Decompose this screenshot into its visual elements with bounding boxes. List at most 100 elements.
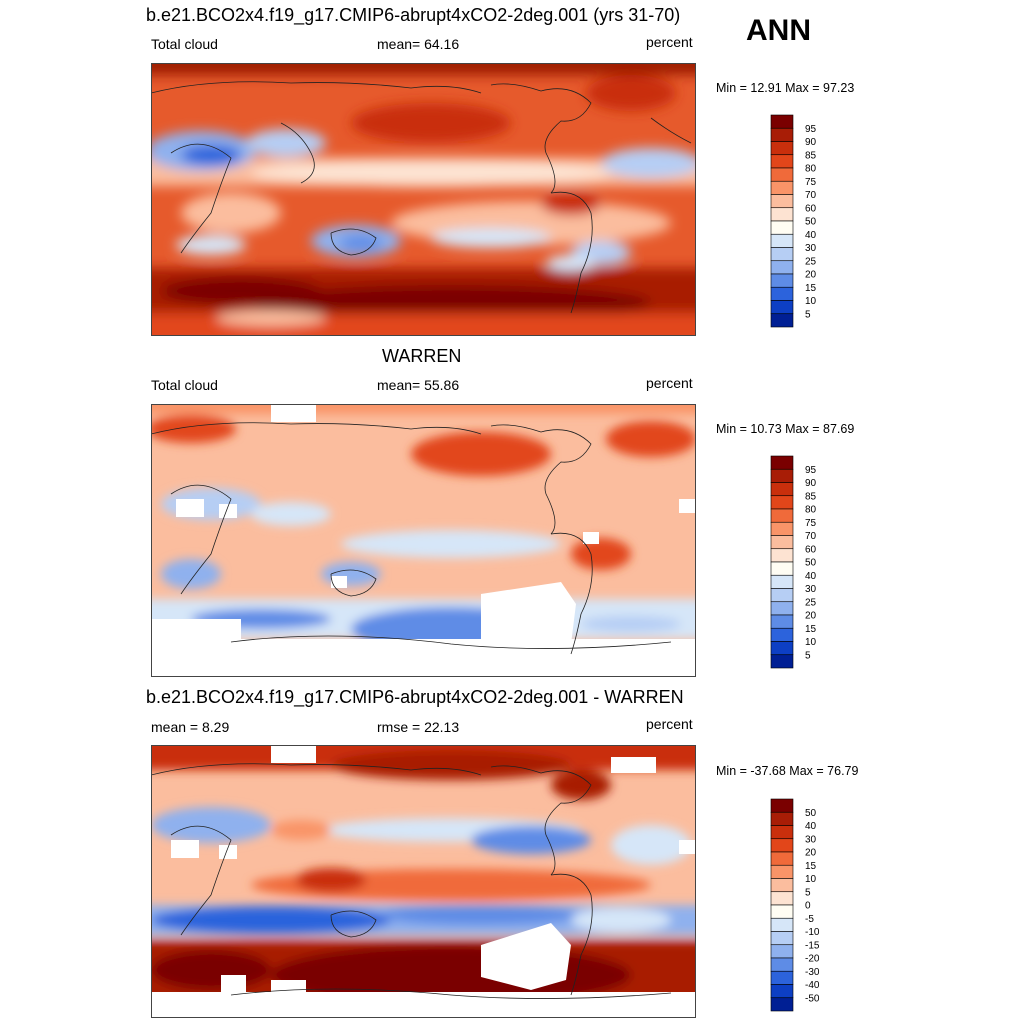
colorbar-swatch (770, 588, 794, 603)
panel-3-units-label: percent (646, 716, 693, 732)
colorbar-swatch (770, 521, 794, 536)
panel-1-units-label: percent (646, 34, 693, 50)
colorbar-swatch (770, 904, 794, 919)
colorbar-tick-label: 40 (805, 230, 817, 241)
colorbar-tick-label: 20 (805, 848, 817, 859)
colorbar-tick-label: 90 (805, 137, 817, 148)
colorbar-swatch (770, 455, 794, 470)
colorbar-tick-label: 15 (805, 861, 817, 872)
colorbar-tick-label: 25 (805, 597, 817, 608)
panel-1-map (151, 63, 696, 336)
colorbar-swatch (770, 614, 794, 629)
colorbar-tick-label: 70 (805, 190, 817, 201)
colorbar-swatch (770, 508, 794, 523)
colorbar-tick-label: 5 (805, 650, 811, 661)
panel-3-title: b.e21.BCO2x4.f19_g17.CMIP6-abrupt4xCO2-2… (146, 687, 684, 707)
colorbar-swatch (770, 548, 794, 563)
colorbar-tick-label: 30 (805, 834, 817, 845)
colorbar-tick-label: 25 (805, 256, 817, 267)
panel-2-units-label: percent (646, 375, 693, 391)
colorbar-swatch (770, 891, 794, 906)
season-label: ANN (746, 14, 811, 47)
colorbar-swatch (770, 957, 794, 972)
colorbar-tick-label: 5 (805, 887, 811, 898)
colorbar-swatch (770, 220, 794, 235)
colorbar-swatch (770, 180, 794, 195)
colorbar-swatch (770, 194, 794, 209)
colorbar-swatch (770, 997, 794, 1012)
colorbar-swatch (770, 300, 794, 315)
colorbar-tick-label: 20 (805, 611, 817, 622)
colorbar-tick-label: 50 (805, 808, 817, 819)
panel-2-map (151, 404, 696, 677)
colorbar-swatch (770, 970, 794, 985)
colorbar-tick-label: -10 (805, 927, 820, 938)
colorbar-swatch (770, 141, 794, 156)
colorbar-tick-label: 10 (805, 874, 817, 885)
panel-1-colorbar: 95 90 85 80 75 70 60 50 40 30 25 20 15 10 5 (770, 114, 817, 328)
colorbar-swatch (770, 495, 794, 510)
panel-2-colorbar: 95 90 85 80 75 70 60 50 40 30 25 20 15 10 5 (770, 455, 817, 669)
colorbar-tick-label: 5 (805, 309, 811, 320)
colorbar-swatch (770, 798, 794, 813)
colorbar-swatch (770, 627, 794, 642)
colorbar-swatch (770, 260, 794, 275)
colorbar-tick-label: -40 (805, 980, 820, 991)
colorbar-tick-label: 10 (805, 296, 817, 307)
panel-3-rmse-label: rmse = 22.13 (377, 719, 460, 735)
colorbar-swatch (770, 207, 794, 222)
colorbar-tick-label: 0 (805, 901, 811, 912)
colorbar-tick-label: 75 (805, 177, 817, 188)
colorbar-tick-label: 10 (805, 637, 817, 648)
colorbar-tick-label: -15 (805, 940, 820, 951)
colorbar-swatch (770, 654, 794, 669)
colorbar-tick-label: 15 (805, 283, 817, 294)
colorbar-swatch (770, 825, 794, 840)
colorbar-swatch (770, 167, 794, 182)
panel-1-variable-label: Total cloud (151, 36, 218, 52)
colorbar-swatch (770, 273, 794, 288)
panel-3-map (151, 745, 696, 1018)
panel-3-minmax: Min = -37.68 Max = 76.79 (716, 764, 859, 778)
colorbar-tick-label: 40 (805, 571, 817, 582)
colorbar-tick-label: 95 (805, 465, 817, 476)
colorbar-tick-label: 80 (805, 505, 817, 516)
colorbar-swatch (770, 917, 794, 932)
panel-1-mean-label: mean= 64.16 (377, 36, 460, 52)
colorbar-swatch (770, 233, 794, 248)
colorbar-swatch (770, 286, 794, 301)
colorbar-tick-label: 85 (805, 150, 817, 161)
colorbar-swatch (770, 561, 794, 576)
colorbar-swatch (770, 114, 794, 129)
panel-2-title: WARREN (382, 346, 462, 366)
colorbar-tick-label: -30 (805, 967, 820, 978)
colorbar-swatch (770, 851, 794, 866)
colorbar-swatch (770, 247, 794, 262)
colorbar-tick-label: 20 (805, 270, 817, 281)
colorbar-tick-label: 15 (805, 624, 817, 635)
colorbar-swatch (770, 574, 794, 589)
colorbar-swatch (770, 482, 794, 497)
colorbar-swatch (770, 313, 794, 328)
colorbar-tick-label: 60 (805, 203, 817, 214)
colorbar-tick-label: 90 (805, 478, 817, 489)
colorbar-tick-label: 50 (805, 217, 817, 228)
colorbar-swatch (770, 878, 794, 893)
colorbar-swatch (770, 931, 794, 946)
colorbar-tick-label: 95 (805, 124, 817, 135)
colorbar-swatch (770, 864, 794, 879)
panel-2-mean-label: mean= 55.86 (377, 377, 460, 393)
colorbar-swatch (770, 154, 794, 169)
colorbar-swatch (770, 127, 794, 142)
colorbar-tick-label: -50 (805, 993, 820, 1004)
colorbar-tick-label: 70 (805, 531, 817, 542)
colorbar-swatch (770, 468, 794, 483)
panel-1-title: b.e21.BCO2x4.f19_g17.CMIP6-abrupt4xCO2-2… (146, 5, 681, 25)
colorbar-tick-label: -20 (805, 954, 820, 965)
panel-1-minmax: Min = 12.91 Max = 97.23 (716, 81, 855, 95)
colorbar-tick-label: 40 (805, 821, 817, 832)
colorbar-swatch (770, 535, 794, 550)
colorbar-swatch (770, 601, 794, 616)
colorbar-tick-label: 60 (805, 544, 817, 555)
